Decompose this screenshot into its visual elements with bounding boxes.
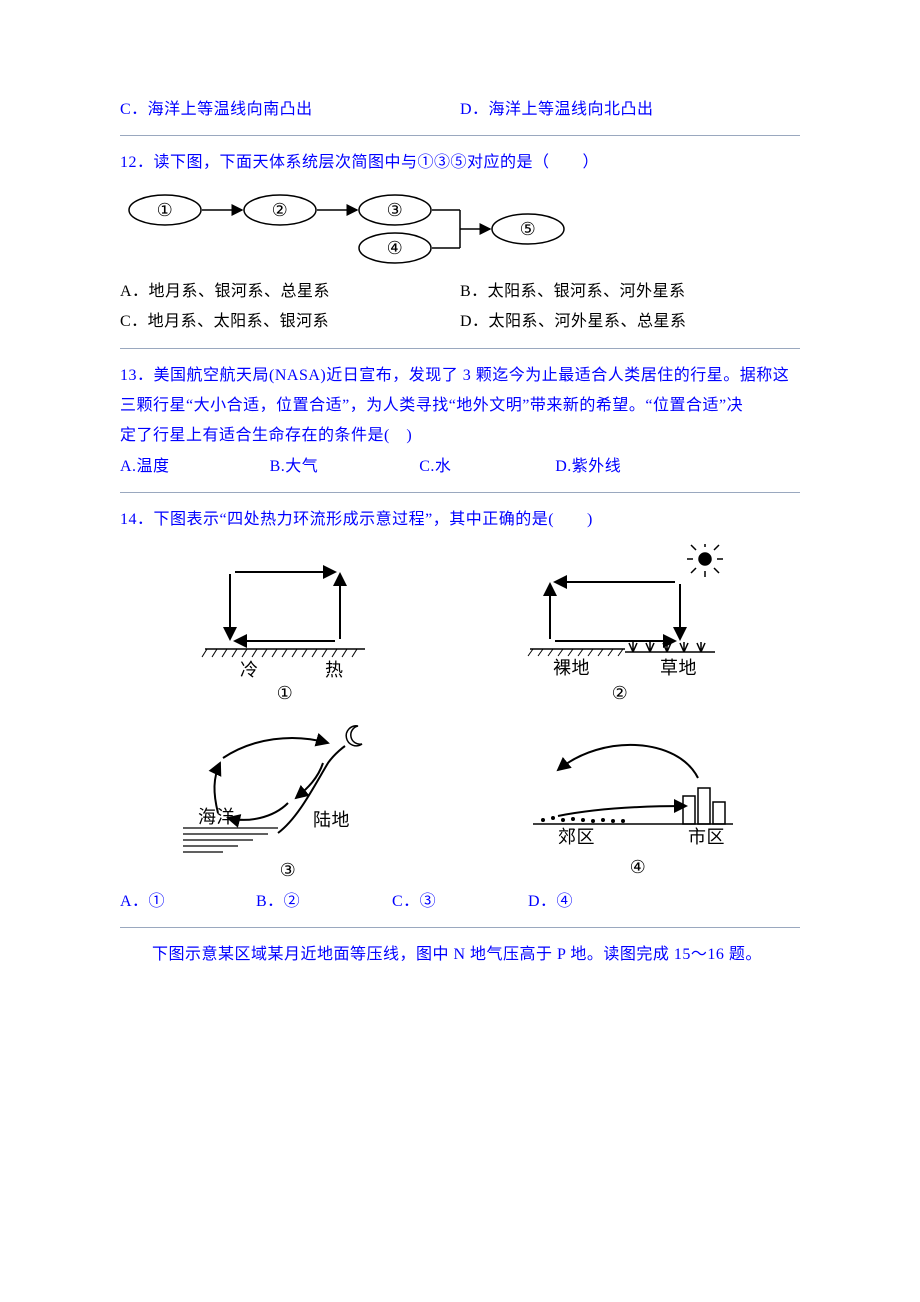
- svg-text:草地: 草地: [660, 658, 697, 678]
- q13-opt-b: B.大气: [270, 452, 420, 482]
- q14-opt-d: D．④: [528, 887, 664, 917]
- svg-text:③: ③: [279, 860, 296, 880]
- separator-line: [120, 348, 800, 349]
- q12-node-5: ⑤: [520, 219, 537, 239]
- svg-text:郊区: 郊区: [558, 827, 595, 847]
- q14-fig-4: 郊区 市区 ④: [508, 708, 758, 883]
- q14-opt-c: C．③: [392, 887, 528, 917]
- q12: 12．读下图，下面天体系统层次简图中与①③⑤对应的是（ ） ① ② ③ ④ ⑤ …: [120, 148, 800, 337]
- q14-fig-1: 冷 热 ①: [175, 544, 395, 704]
- svg-text:②: ②: [612, 683, 629, 703]
- q14-fig-3: 海洋 陆地 ③: [163, 708, 423, 883]
- q13-opt-c: C.水: [419, 452, 555, 482]
- q14-stem: 14．下图表示“四处热力环流形成示意过程”，其中正确的是( ): [120, 505, 800, 535]
- q12-node-3: ③: [387, 200, 404, 220]
- svg-text:海洋: 海洋: [198, 807, 235, 827]
- svg-text:裸地: 裸地: [553, 658, 590, 678]
- svg-text:陆地: 陆地: [313, 810, 350, 830]
- q12-node-1: ①: [157, 200, 174, 220]
- separator-line: [120, 135, 800, 136]
- q13-stem-line3: 定了行星上有适合生命存在的条件是( ): [120, 421, 800, 451]
- q15-lead: 下图示意某区域某月近地面等压线，图中 N 地气压高于 P 地。读图完成 15～1…: [120, 940, 800, 970]
- q13-stem-line2: 三颗行星“大小合适，位置合适”，为人类寻找“地外文明”带来新的希望。“位置合适”…: [120, 391, 800, 421]
- q11-options: C．海洋上等温线向南凸出 D．海洋上等温线向北凸出: [120, 95, 800, 125]
- q14: 14．下图表示“四处热力环流形成示意过程”，其中正确的是( ) 冷 热 ①: [120, 505, 800, 917]
- q12-node-2: ②: [272, 200, 289, 220]
- q12-opt-c: C．地月系、太阳系、银河系: [120, 307, 460, 337]
- q13-opt-a: A.温度: [120, 452, 270, 482]
- separator-line: [120, 492, 800, 493]
- q12-opt-b: B．太阳系、银河系、河外星系: [460, 277, 800, 307]
- q12-diagram: ① ② ③ ④ ⑤: [120, 185, 580, 271]
- q12-opt-a: A．地月系、银河系、总星系: [120, 277, 460, 307]
- svg-text:市区: 市区: [688, 827, 725, 847]
- q11-opt-d: D．海洋上等温线向北凸出: [460, 95, 800, 125]
- q14-opt-a: A．①: [120, 887, 256, 917]
- q14-fig-2: 裸地 草地 ②: [505, 544, 745, 704]
- svg-text:冷: 冷: [240, 660, 259, 680]
- q13-stem-line1: 13．美国航空航天局(NASA)近日宣布，发现了 3 颗迄今为止最适合人类居住的…: [120, 361, 800, 391]
- svg-text:④: ④: [629, 857, 646, 877]
- q15-lead-text: 下图示意某区域某月近地面等压线，图中 N 地气压高于 P 地。读图完成 15～1…: [152, 946, 762, 963]
- separator-line: [120, 927, 800, 928]
- q12-node-4: ④: [387, 238, 404, 258]
- svg-text:①: ①: [277, 683, 294, 703]
- q12-stem: 12．读下图，下面天体系统层次简图中与①③⑤对应的是（ ）: [120, 148, 800, 178]
- q12-opt-d: D．太阳系、河外星系、总星系: [460, 307, 800, 337]
- q13: 13．美国航空航天局(NASA)近日宣布，发现了 3 颗迄今为止最适合人类居住的…: [120, 361, 800, 483]
- q13-opt-d: D.紫外线: [555, 452, 732, 482]
- q14-opt-b: B．②: [256, 887, 392, 917]
- svg-text:热: 热: [325, 660, 344, 680]
- q11-opt-c: C．海洋上等温线向南凸出: [120, 95, 460, 125]
